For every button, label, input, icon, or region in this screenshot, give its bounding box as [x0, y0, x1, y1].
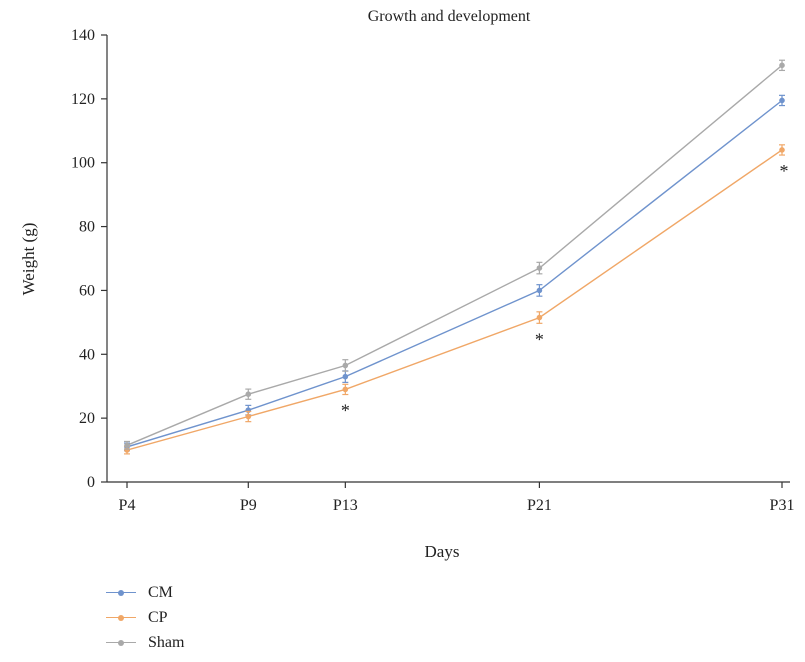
legend-marker: [118, 589, 124, 596]
data-point: [342, 373, 349, 380]
series-cp: [124, 144, 785, 455]
series-line: [126, 149, 783, 451]
y-axis-title: Weight (g): [19, 223, 38, 296]
data-point: [779, 97, 785, 104]
data-point: [124, 442, 130, 449]
significance-asterisk: *: [535, 329, 544, 349]
data-point: [779, 147, 785, 153]
data-point: [536, 287, 543, 294]
legend-label: CM: [148, 583, 173, 601]
x-axis: P4 P9 P13 P21 P31: [107, 481, 795, 514]
x-tick-label: P21: [527, 497, 552, 514]
significance-markers: * * *: [341, 161, 789, 420]
series-layer: [124, 59, 785, 455]
legend-marker: [118, 614, 124, 621]
legend: CM CP Sham: [106, 580, 184, 655]
x-tick-label: P13: [333, 497, 358, 514]
legend-swatch: [106, 610, 136, 626]
data-point: [245, 391, 252, 397]
legend-item-sham: Sham: [106, 630, 184, 655]
legend-marker: [118, 639, 124, 646]
data-point: [536, 265, 543, 271]
significance-asterisk: *: [341, 401, 350, 421]
legend-swatch: [106, 585, 136, 601]
y-tick-label: 20: [79, 410, 95, 427]
y-tick-label: 40: [79, 346, 95, 363]
legend-label: CP: [148, 608, 168, 626]
y-tick-label: 140: [71, 27, 95, 44]
legend-item-cp: CP: [106, 605, 184, 630]
x-tick-label: P31: [770, 497, 795, 514]
x-axis-title: Days: [425, 542, 460, 561]
series-line: [126, 64, 783, 446]
series-sham: [124, 59, 785, 450]
data-point: [779, 62, 785, 69]
data-point: [245, 413, 252, 420]
y-tick-label: 100: [71, 155, 95, 172]
legend-label: Sham: [148, 633, 185, 651]
legend-swatch: [106, 635, 136, 651]
chart-title: Growth and development: [368, 8, 531, 25]
y-tick-label: 80: [79, 219, 95, 236]
x-tick-label: P9: [240, 497, 257, 514]
data-point: [342, 386, 349, 393]
y-tick-label: 120: [71, 91, 95, 108]
significance-asterisk: *: [780, 161, 789, 181]
x-tick-label: P4: [119, 497, 136, 514]
y-tick-label: 60: [79, 282, 95, 299]
data-point: [342, 362, 349, 369]
y-tick-label: 0: [87, 474, 95, 491]
data-point: [536, 314, 543, 321]
legend-item-cm: CM: [106, 580, 184, 605]
y-axis: 0 20 40 60 80 100 120 140: [71, 27, 108, 491]
series-cm: [124, 94, 785, 452]
series-line: [126, 99, 783, 448]
